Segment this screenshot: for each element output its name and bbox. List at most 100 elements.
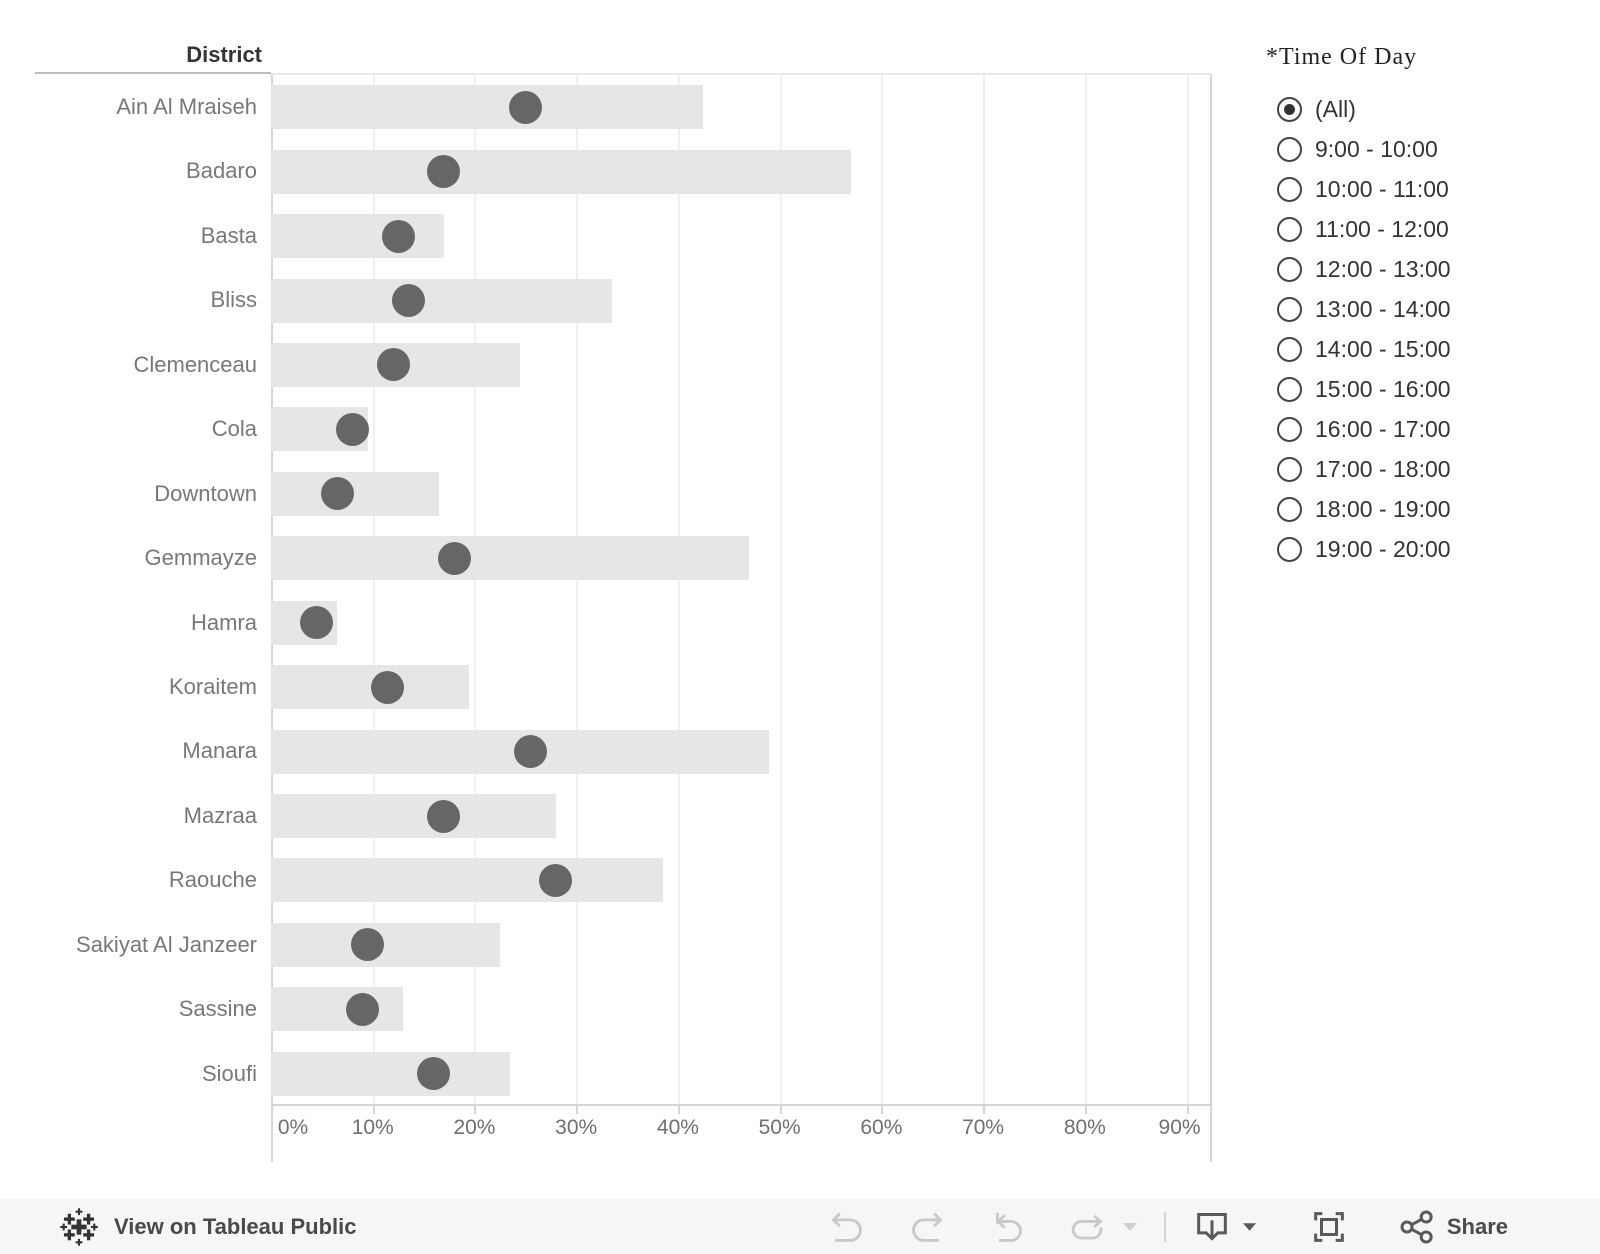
filter-option-all[interactable]: (All) [1264,89,1584,129]
radio-icon[interactable] [1277,376,1302,402]
dot-mark[interactable] [320,477,354,511]
filter-option-12-00-13-00[interactable]: 12:00 - 13:00 [1264,249,1584,289]
radio-icon[interactable] [1277,296,1302,322]
dot-mark[interactable] [539,863,573,897]
filter-option-18-00-19-00[interactable]: 18:00 - 19:00 [1264,489,1584,529]
axis-label-20: 20% [453,1116,496,1139]
filter-option-17-00-18-00[interactable]: 17:00 - 18:00 [1264,449,1584,489]
range-bar[interactable] [271,922,500,967]
district-row: Mazraa [184,784,1212,848]
filter-option-16-00-17-00[interactable]: 16:00 - 17:00 [1264,409,1584,449]
range-bar[interactable] [271,214,444,259]
axis-label-60: 60% [860,1116,903,1139]
radio-icon[interactable] [1277,256,1302,282]
undo-icon[interactable] [828,1208,866,1246]
dot-mark[interactable] [381,219,415,253]
district-label: Ain Al Mraiseh [116,94,257,119]
radio-icon[interactable] [1277,456,1302,482]
axis-tick-20 [474,1106,477,1114]
view-on-tableau-public-link[interactable]: View on Tableau Public [58,1206,356,1248]
filter-option-13-00-14-00[interactable]: 13:00 - 14:00 [1264,289,1584,329]
share-icon[interactable] [1397,1207,1437,1247]
radio-icon[interactable] [1277,336,1302,362]
tableau-logo-icon [58,1206,100,1248]
dot-mark[interactable] [376,348,410,382]
dot-mark[interactable] [351,928,385,962]
filter-option-label: 11:00 - 12:00 [1315,215,1449,242]
gridline-50 [779,75,782,1104]
dot-mark[interactable] [371,670,405,704]
dot-mark[interactable] [417,1057,451,1091]
dot-mark[interactable] [427,799,461,833]
radio-icon[interactable] [1277,416,1302,442]
range-bar[interactable] [271,149,851,194]
district-row: Sakiyat Al Janzeer [76,913,1212,977]
dot-mark[interactable] [513,735,547,769]
filter-option-19-00-20-00[interactable]: 19:00 - 20:00 [1264,529,1584,569]
district-row: Hamra [191,591,1212,655]
pane-border-right [1210,75,1212,1162]
filter-option-15-00-16-00[interactable]: 15:00 - 16:00 [1264,369,1584,409]
district-label: Manara [182,738,257,764]
district-row: Badaro [186,139,1212,203]
range-bar[interactable] [271,987,404,1032]
filter-option-label: 19:00 - 20:00 [1315,535,1451,562]
district-label: Sioufi [201,1060,257,1086]
gridline-20 [474,75,477,1104]
dot-mark[interactable] [508,90,542,124]
range-bar[interactable] [271,85,704,130]
axis-tick-80 [1084,1106,1087,1114]
district-label: Raouche [168,867,257,893]
radio-icon[interactable] [1277,536,1302,562]
download-icon[interactable] [1192,1207,1232,1247]
x-axis-line [271,1104,1212,1106]
range-bar[interactable] [271,794,556,839]
district-label: Cola [211,416,257,442]
radio-icon[interactable] [1277,176,1302,202]
filter-option-14-00-15-00[interactable]: 14:00 - 15:00 [1264,329,1584,369]
district-label: Hamra [190,609,257,635]
axis-tick-50 [779,1106,782,1114]
range-bar[interactable] [271,471,439,516]
axis-label-10: 10% [351,1116,394,1139]
download-dropdown-caret-icon[interactable] [1242,1222,1257,1232]
dot-mark[interactable] [437,541,471,575]
radio-icon[interactable] [1277,496,1302,522]
district-row: Bliss [211,268,1212,332]
fullscreen-icon[interactable] [1309,1207,1349,1247]
gridline-90 [1186,75,1189,1104]
dot-mark[interactable] [427,155,461,189]
dot-mark[interactable] [391,284,425,318]
district-label: Bliss [210,287,257,313]
radio-icon[interactable] [1277,136,1302,162]
gridline-60 [881,75,884,1104]
district-label: Clemenceau [133,351,257,377]
redo-icon[interactable] [908,1208,946,1246]
filter-options: (All) 9:00 - 10:00 10:00 - 11:00 11:00 - 12… [1264,89,1584,569]
refresh-icon[interactable] [1068,1208,1106,1246]
district-row: Koraitem [169,655,1212,719]
axis-label-40: 40% [656,1116,699,1139]
filter-option-label: 15:00 - 16:00 [1315,375,1451,402]
range-bar[interactable] [271,536,750,581]
axis-tick-0 [271,1106,273,1114]
dot-mark[interactable] [335,412,369,446]
filter-option-10-00-11-00[interactable]: 10:00 - 11:00 [1264,169,1584,209]
dot-mark[interactable] [300,606,334,640]
filter-option-11-00-12-00[interactable]: 11:00 - 12:00 [1264,209,1584,249]
range-bar[interactable] [271,665,470,710]
filter-option-9-00-10-00[interactable]: 9:00 - 10:00 [1264,129,1584,169]
range-bar[interactable] [271,858,663,903]
share-label[interactable]: Share [1446,1213,1508,1239]
axis-tick-30 [576,1106,579,1114]
range-bar[interactable] [271,1051,511,1096]
radio-icon[interactable] [1277,216,1302,242]
axis-tick-90 [1186,1106,1189,1114]
radio-selected-icon[interactable] [1277,96,1302,122]
range-bar[interactable] [271,278,612,323]
revert-icon[interactable] [988,1208,1026,1246]
axis-label-70: 70% [962,1116,1005,1139]
district-row: Gemmayze [145,526,1212,590]
dot-mark[interactable] [346,992,380,1026]
refresh-dropdown-caret-icon[interactable] [1122,1222,1138,1232]
